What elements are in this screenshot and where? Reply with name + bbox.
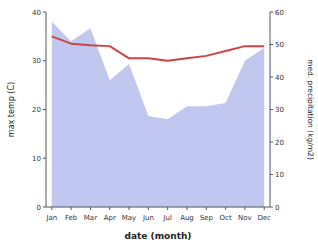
x-tick	[206, 207, 207, 210]
x-tick-label: Nov	[238, 214, 252, 222]
plot-area	[52, 22, 264, 207]
x-tick-label: May	[122, 214, 136, 222]
x-tick-label: Feb	[65, 214, 78, 222]
chart-container: Jan Feb Mar Apr May Jun Jul Aug Sep Oct Nov Dec 0 10 2…	[0, 0, 318, 247]
x-tick	[90, 207, 91, 210]
x-tick-label: Oct	[220, 214, 232, 222]
y-tick-label: 30	[32, 57, 41, 65]
x-tick-label: Sep	[200, 214, 214, 222]
y2-tick	[270, 142, 273, 143]
chart: Jan Feb Mar Apr May Jun Jul Aug Sep Oct Nov Dec 0 10 2…	[0, 0, 318, 247]
x-tick	[167, 207, 168, 210]
y-tick	[43, 158, 46, 159]
y2-tick	[270, 207, 273, 208]
y-tick	[43, 109, 46, 110]
x-tick	[129, 207, 130, 210]
x-tick	[244, 207, 245, 210]
y2-tick-label: 0	[275, 204, 279, 212]
y2-tick	[270, 77, 273, 78]
x-tick	[225, 207, 226, 210]
x-tick-label: Jan	[45, 214, 57, 222]
y2-axis-label: med. precipitation (kg/m2)	[306, 59, 315, 160]
x-tick-label: Aug	[180, 214, 194, 222]
y-tick	[43, 12, 46, 13]
x-tick-label: Mar	[84, 214, 97, 222]
x-tick	[186, 207, 187, 210]
y2-tick	[270, 44, 273, 45]
y-tick-label: 0	[37, 204, 41, 212]
y-tick-label: 10	[32, 155, 41, 163]
x-axis-label: date (month)	[125, 231, 192, 241]
x-axis-line	[46, 207, 270, 208]
y2-tick	[270, 12, 273, 13]
y-axis-label: max temp (C)	[7, 82, 16, 137]
x-tick-label: Apr	[104, 214, 116, 222]
y2-tick-label: 40	[275, 74, 284, 82]
x-tick-label: Jun	[142, 214, 154, 222]
y-tick	[43, 207, 46, 208]
x-tick-label: Dec	[257, 214, 271, 222]
x-tick-label: Jul	[162, 214, 172, 222]
y-tick-label: 20	[32, 106, 41, 114]
x-tick	[109, 207, 110, 210]
x-tick	[264, 207, 265, 210]
precip-area	[52, 22, 264, 207]
y2-tick-label: 50	[275, 41, 284, 49]
y-tick-label: 40	[32, 9, 41, 17]
x-tick	[71, 207, 72, 210]
y-tick	[43, 60, 46, 61]
y2-tick-label: 20	[275, 139, 284, 147]
y2-tick-label: 30	[275, 106, 284, 114]
y2-tick	[270, 174, 273, 175]
y2-tick-label: 60	[275, 9, 284, 17]
y2-tick-label: 10	[275, 171, 284, 179]
x-tick	[51, 207, 52, 210]
temp-line	[52, 36, 264, 60]
x-tick	[148, 207, 149, 210]
y2-tick	[270, 109, 273, 110]
